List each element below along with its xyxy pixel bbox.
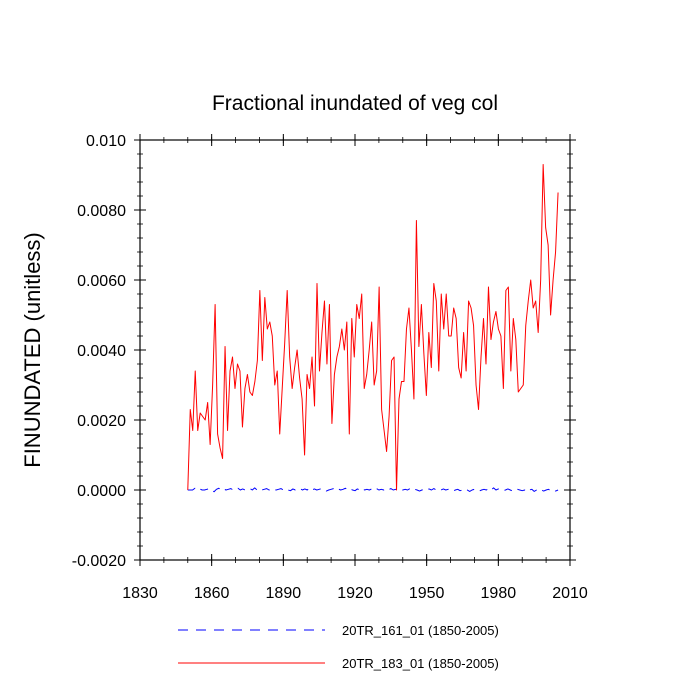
x-tick-label: 1920 [337,585,373,602]
legend-label-2: 20TR_183_01 (1850-2005) [342,656,499,671]
y-tick-label: 0.0080 [77,203,126,220]
y-tick-label: -0.0020 [72,553,126,570]
x-tick-label: 1860 [194,585,230,602]
x-axis: 1830 1860 1890 1920 1950 1980 2010 [122,134,588,602]
y-axis-label: FINUNDATED (unitless) [20,232,45,468]
series-group [187,164,559,493]
x-tick-label: 1830 [122,585,158,602]
x-tick-label: 1980 [481,585,517,602]
chart-title: Fractional inundated of veg col [212,92,498,115]
y-tick-label: 0.0040 [77,343,126,360]
y-axis: -0.0020 0.0000 0.0020 0.0040 0.0060 0.0080 0.0… [72,133,576,570]
x-tick-label: 1890 [266,585,302,602]
series-line-1 [187,487,559,493]
x-tick-label: 1950 [409,585,445,602]
legend: 20TR_161_01 (1850-2005) 20TR_183_01 (1850… [178,623,499,671]
legend-label-1: 20TR_161_01 (1850-2005) [342,623,499,638]
y-tick-label: 0.0000 [77,483,126,500]
x-tick-label: 2010 [552,585,588,602]
y-tick-label: 0.010 [86,133,126,150]
y-tick-label: 0.0060 [77,273,126,290]
series-line-2 [187,164,559,491]
y-tick-label: 0.0020 [77,413,126,430]
